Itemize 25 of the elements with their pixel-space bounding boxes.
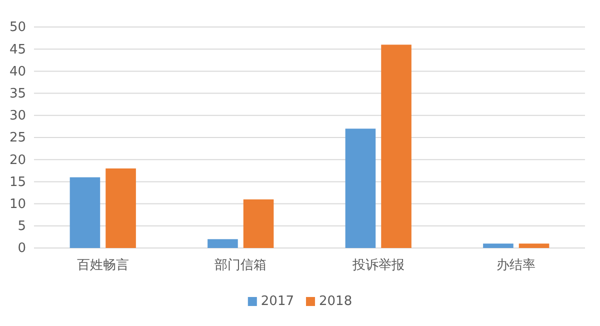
bar: [70, 177, 100, 248]
y-tick-label: 50: [9, 20, 26, 36]
y-tick-label: 25: [9, 130, 26, 146]
y-tick-label: 15: [9, 174, 26, 190]
bar: [483, 244, 514, 248]
bar: [518, 244, 550, 248]
x-tick-label: 部门信箱: [214, 257, 267, 274]
bar: [208, 239, 238, 248]
x-tick-label: 百姓畅言: [76, 257, 129, 274]
bar: [106, 168, 136, 248]
x-tick-label: 办结率: [496, 257, 536, 274]
y-tick-label: 10: [9, 196, 26, 212]
y-tick-label: 30: [9, 108, 26, 124]
y-tick-label: 35: [9, 86, 26, 102]
y-tick-label: 20: [9, 152, 26, 168]
x-tick-label: 投诉举报: [351, 258, 404, 274]
y-tick-label: 0: [18, 241, 26, 256]
y-tick-label: 5: [18, 219, 26, 234]
legend-label: 2017: [260, 294, 294, 309]
legend-label: 2018: [319, 294, 352, 309]
bar: [243, 199, 274, 248]
bar: [381, 44, 412, 248]
bar: [345, 128, 376, 248]
y-tick-label: 40: [9, 64, 26, 80]
y-tick-label: 45: [9, 42, 26, 58]
